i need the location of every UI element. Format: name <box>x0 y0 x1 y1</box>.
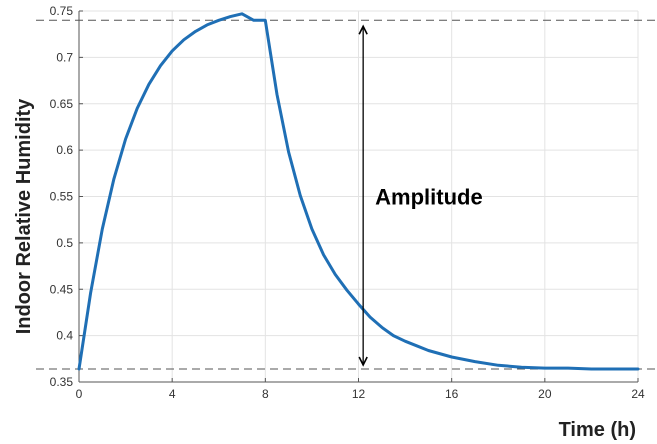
x-tick-label: 0 <box>76 387 83 401</box>
y-tick-label: 0.45 <box>50 282 74 296</box>
amplitude-label: Amplitude <box>375 185 483 210</box>
amplitude-annotation: Amplitude <box>358 24 483 367</box>
y-tick-label: 0.4 <box>56 329 73 343</box>
y-tick-label: 0.75 <box>50 4 74 18</box>
reference-lines <box>36 19 656 370</box>
y-tick-label: 0.6 <box>56 143 73 157</box>
axes <box>78 10 639 383</box>
x-tick-label: 24 <box>631 387 645 401</box>
tick-labels: 0 4 8 12 16 20 24 0.35 0.4 0.45 0.5 0.55 0.6 0.65 0.7 0… <box>50 4 645 401</box>
x-tick-label: 4 <box>169 387 176 401</box>
x-tick-label: 12 <box>352 387 366 401</box>
y-axis-title: Indoor Relative Humidity <box>13 98 35 334</box>
y-tick-label: 0.7 <box>56 50 73 64</box>
x-tick-label: 16 <box>445 387 459 401</box>
grid-lines <box>78 10 639 383</box>
x-tick-label: 20 <box>538 387 552 401</box>
arrowhead-down-icon <box>358 356 368 367</box>
x-tick-label: 8 <box>262 387 269 401</box>
series-line <box>77 12 640 371</box>
y-tick-label: 0.5 <box>56 236 73 250</box>
arrowhead-up-icon <box>358 24 368 35</box>
y-tick-label: 0.35 <box>50 375 74 389</box>
y-tick-label: 0.55 <box>50 190 74 204</box>
y-tick-label: 0.65 <box>50 97 74 111</box>
x-axis-title: Time (h) <box>559 419 636 441</box>
